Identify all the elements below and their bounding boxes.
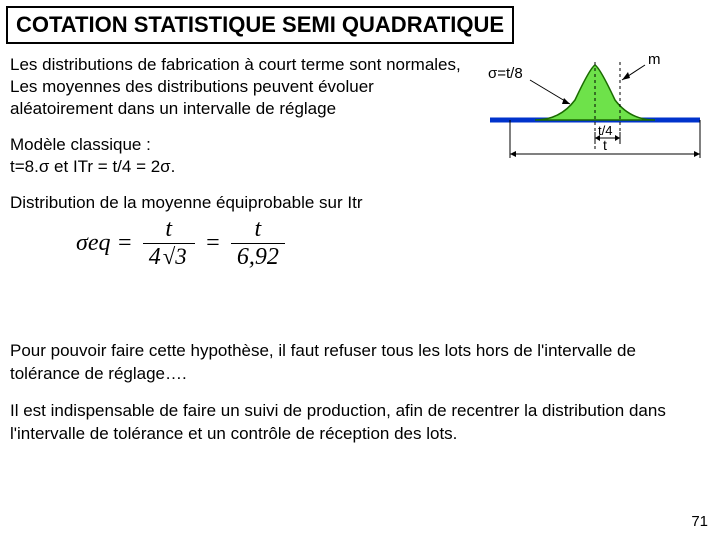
para4: Pour pouvoir faire cette hypothèse, il f… (10, 340, 710, 386)
formula-den1: 4√3 (143, 244, 195, 271)
t4-arrow-r (615, 135, 620, 141)
formula-eq2: = (205, 230, 221, 256)
page-number: 71 (691, 513, 708, 530)
formula-eq1: = (117, 230, 133, 256)
formula-den1-a: 4 (149, 244, 161, 270)
formula-lhs: σeq (76, 230, 111, 256)
formula-num2: t (231, 216, 285, 244)
formula-num1: t (143, 216, 195, 244)
para1-line2: Les moyennes des distributions peuvent é… (10, 76, 374, 99)
para1-line3: aléatoirement dans un intervalle de régl… (10, 98, 336, 121)
m-arrowhead (622, 72, 630, 80)
t-label: t (603, 137, 607, 153)
para1-line1: Les distributions de fabrication à court… (10, 54, 461, 77)
para5: Il est indispensable de faire un suivi d… (10, 400, 710, 446)
formula-frac1: t 4√3 (143, 216, 195, 271)
diagram-svg: σ=t/8 m t/4 t (480, 50, 710, 170)
sigma-label: σ=t/8 (488, 65, 523, 82)
formula: σeq = t 4√3 = t 6,92 (76, 216, 289, 271)
distribution-diagram: σ=t/8 m t/4 t (480, 50, 710, 170)
sigma-arrowhead (562, 98, 570, 104)
formula-frac2: t 6,92 (231, 216, 285, 271)
para2-line2: t=8.σ et ITr = t/4 = 2σ. (10, 156, 175, 179)
page-title: COTATION STATISTIQUE SEMI QUADRATIQUE (6, 6, 514, 44)
t4-label: t/4 (598, 123, 612, 138)
t-arrow-l (510, 151, 516, 157)
para2-line1: Modèle classique : (10, 134, 151, 157)
formula-den1-b: 3 (175, 243, 186, 269)
para3: Distribution de la moyenne équiprobable … (10, 192, 362, 215)
m-label: m (648, 51, 661, 68)
formula-den2: 6,92 (231, 244, 285, 271)
t-arrow-r (694, 151, 700, 157)
